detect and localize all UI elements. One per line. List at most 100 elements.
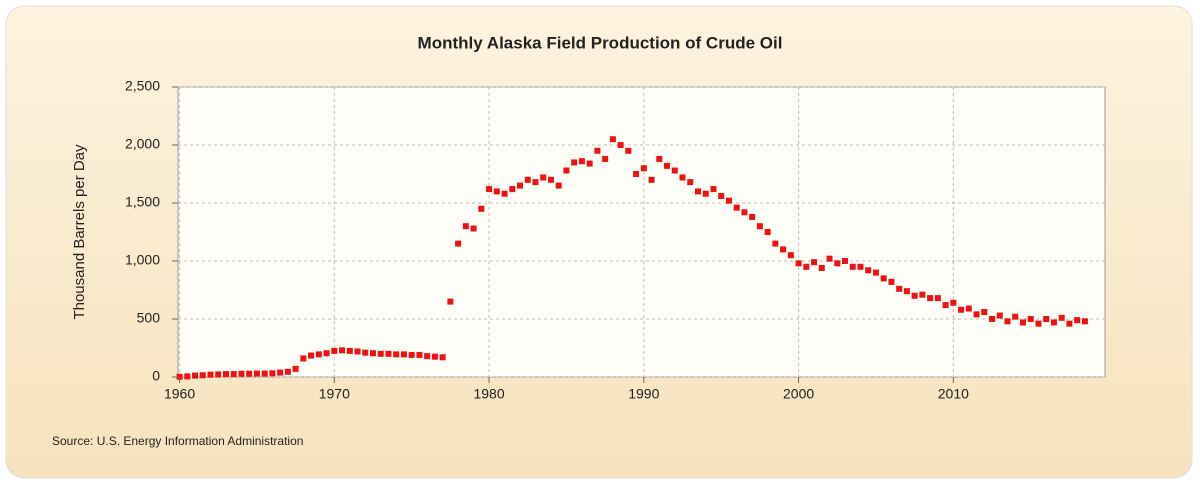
point	[578, 158, 585, 165]
point	[633, 171, 640, 177]
point	[501, 190, 508, 197]
point	[857, 263, 864, 270]
point	[400, 351, 407, 358]
point	[625, 147, 632, 154]
point	[424, 353, 431, 360]
point	[455, 240, 462, 247]
point	[238, 370, 245, 377]
point	[377, 350, 384, 357]
point	[602, 155, 609, 162]
point	[664, 162, 671, 169]
point	[1019, 319, 1026, 326]
point	[733, 204, 740, 211]
point	[362, 349, 369, 356]
point	[462, 223, 469, 230]
point	[834, 260, 841, 267]
point	[973, 311, 980, 318]
point	[509, 186, 516, 193]
point	[331, 347, 338, 354]
y-tick-label: 1,500	[125, 194, 160, 210]
point	[934, 295, 941, 302]
point	[277, 369, 284, 376]
point	[795, 260, 802, 267]
point	[1050, 319, 1057, 326]
point	[215, 371, 222, 378]
point	[571, 159, 578, 166]
point	[207, 371, 214, 378]
x-tick-label: 2000	[783, 386, 814, 402]
point	[555, 182, 562, 189]
point	[369, 350, 376, 357]
point	[176, 373, 183, 380]
point	[1058, 314, 1065, 321]
point	[989, 316, 996, 322]
point	[408, 351, 415, 358]
y-tick-label: 0	[152, 368, 160, 384]
point	[586, 160, 593, 167]
point	[269, 370, 276, 377]
point	[517, 182, 524, 189]
point	[842, 258, 849, 264]
point	[965, 305, 972, 312]
point	[702, 190, 709, 197]
chart-title: Monthly Alaska Field Production of Crude…	[418, 33, 783, 52]
point	[710, 186, 717, 193]
point	[903, 288, 910, 295]
point	[447, 298, 454, 305]
point	[741, 209, 748, 216]
point	[540, 174, 547, 181]
point	[478, 205, 485, 212]
point	[1012, 313, 1019, 320]
x-tick-label: 1990	[628, 386, 659, 402]
point	[292, 365, 299, 372]
point	[486, 186, 493, 193]
point	[300, 355, 307, 362]
point	[1081, 318, 1088, 325]
point	[671, 167, 678, 174]
point	[594, 147, 601, 154]
point	[764, 229, 771, 235]
y-axis-label: Thousand Barrels per Day	[71, 144, 88, 320]
point	[346, 347, 353, 354]
point	[849, 263, 856, 270]
point	[493, 188, 500, 195]
point	[826, 255, 833, 262]
point	[222, 371, 229, 378]
point	[865, 267, 872, 274]
point	[718, 193, 725, 200]
point	[439, 354, 446, 361]
y-tick-label: 500	[137, 310, 161, 326]
point	[315, 351, 322, 358]
point	[308, 352, 315, 359]
point	[888, 278, 895, 285]
point	[896, 285, 903, 292]
x-tick-label: 1960	[164, 386, 195, 402]
point	[958, 306, 965, 313]
y-tick-label: 2,000	[125, 136, 160, 152]
point	[431, 353, 438, 360]
point	[950, 299, 957, 306]
point	[609, 136, 616, 143]
point	[339, 347, 346, 354]
point	[996, 312, 1003, 319]
point	[927, 295, 934, 302]
point	[1035, 320, 1042, 327]
point	[780, 246, 787, 253]
point	[532, 179, 539, 186]
point	[563, 167, 570, 174]
point	[725, 197, 732, 204]
point	[919, 291, 926, 298]
point	[749, 213, 756, 220]
x-tick-label: 1970	[319, 386, 350, 402]
point	[756, 223, 763, 230]
point	[811, 259, 818, 266]
plot-area	[177, 86, 1106, 378]
point	[323, 350, 330, 357]
point	[818, 264, 825, 271]
point	[230, 371, 237, 378]
point	[416, 351, 423, 358]
point	[184, 373, 191, 380]
point	[911, 292, 918, 299]
point	[284, 368, 291, 375]
